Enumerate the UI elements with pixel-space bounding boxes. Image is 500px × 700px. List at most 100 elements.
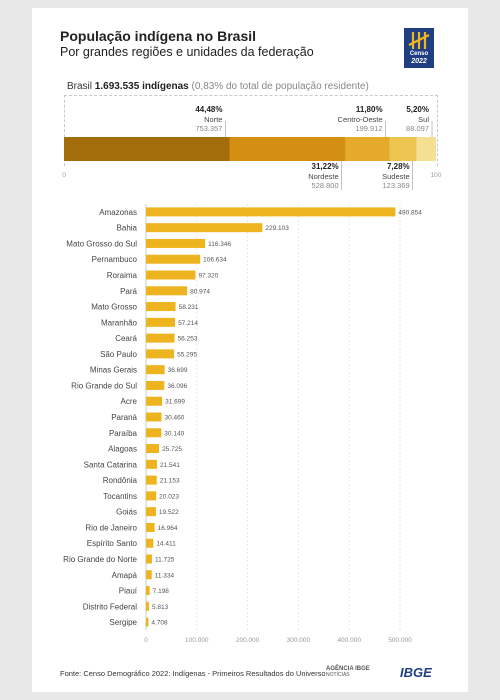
category-label: Pará <box>120 287 137 296</box>
bar <box>146 254 201 264</box>
bar <box>146 491 157 501</box>
bar-value-label: 5.813 <box>152 604 169 611</box>
page-title: População indígena no Brasil <box>60 28 257 44</box>
bar <box>146 302 176 312</box>
category-label: São Paulo <box>100 350 137 359</box>
bar <box>146 412 162 422</box>
bar <box>146 444 160 454</box>
infographic: População indígena no Brasil Por grandes… <box>32 8 468 692</box>
region-value-label: 199.912 <box>355 124 382 133</box>
category-label: Bahia <box>117 224 138 233</box>
summary-prefix: Brasil <box>67 81 93 92</box>
category-label: Mato Grosso <box>91 303 137 312</box>
bar-value-label: 55.295 <box>177 351 197 358</box>
category-label: Alagoas <box>108 445 137 454</box>
category-label: Maranhão <box>101 318 138 327</box>
category-label: Ceará <box>115 334 137 343</box>
states-bar-chart: 0 100.000 200.000 300.000 400.000 500.000 Amaz… <box>63 204 422 644</box>
region-segment-sul <box>416 137 436 161</box>
bar-value-label: 97.320 <box>198 273 218 280</box>
bar <box>146 238 206 248</box>
bar-value-label: 229.103 <box>265 225 289 232</box>
region-name-label: Nordeste <box>308 172 338 181</box>
ibge-logo: IBGE <box>400 665 432 680</box>
region-name-label: Centro-Oeste <box>338 115 383 124</box>
agencia-ibge-logo: AGÊNCIA IBGE NOTÍCIAS <box>326 666 370 678</box>
page-subtitle: Por grandes regiões e unidades da federa… <box>60 45 314 59</box>
region-name-label: Sul <box>418 115 429 124</box>
bar-value-label: 36.096 <box>167 383 187 390</box>
bar <box>146 365 165 375</box>
region-value-label: 123.369 <box>383 181 410 190</box>
bar <box>146 507 156 517</box>
bar <box>146 554 152 564</box>
censo-logo: Censo 2022 <box>404 28 434 68</box>
bar-value-label: 80.974 <box>190 288 210 295</box>
bar-value-label: 490.854 <box>398 209 422 216</box>
region-value-label: 88.097 <box>406 124 429 133</box>
bar-value-label: 11.334 <box>155 572 175 579</box>
agencia-logo-sub: NOTÍCIAS <box>326 672 350 678</box>
bar-value-label: 30.140 <box>164 430 184 437</box>
bar <box>146 538 154 548</box>
bar <box>146 522 155 532</box>
region-name-label: Sudeste <box>382 172 410 181</box>
bar-value-label: 14.411 <box>156 541 176 548</box>
category-label: Rio Grande do Norte <box>63 555 137 564</box>
bar <box>146 223 263 233</box>
bar-value-label: 116.346 <box>208 241 231 248</box>
bar <box>146 586 150 596</box>
region-segment-centro-oeste <box>345 137 390 161</box>
censo-logo-line2: 2022 <box>411 58 427 65</box>
category-label: Espírito Santo <box>87 539 138 548</box>
x-tick-label: 0 <box>144 637 148 644</box>
category-label: Rondônia <box>103 476 138 485</box>
bar-value-label: 20.023 <box>159 493 179 500</box>
bar-value-label: 16.964 <box>158 525 178 532</box>
category-label: Roraima <box>107 271 138 280</box>
bar-value-label: 21.153 <box>160 478 180 485</box>
region-axis-tick: 0 <box>62 172 66 179</box>
category-label: Goiás <box>116 508 137 517</box>
bar-value-label: 19.522 <box>159 509 179 516</box>
category-label: Tocantins <box>103 492 137 501</box>
bar-value-label: 36.699 <box>168 367 188 374</box>
bar <box>146 286 188 296</box>
agencia-logo-title: AGÊNCIA IBGE <box>326 666 370 672</box>
region-axis-tick: 100 <box>431 172 442 179</box>
censo-logo-line1: Censo <box>409 51 429 57</box>
region-frame <box>64 95 438 166</box>
category-label: Paraná <box>111 413 137 422</box>
region-percent-label: 5,20% <box>406 105 429 114</box>
region-percent-label: 44,48% <box>195 105 222 114</box>
bar-value-label: 4.708 <box>151 620 168 627</box>
summary-total: 1.693.535 indígenas <box>94 81 189 92</box>
category-label: Mato Grosso do Sul <box>66 239 137 248</box>
source-note: Fonte: Censo Demográfico 2022: Indígenas… <box>60 669 326 678</box>
region-segment-sudeste <box>389 137 417 161</box>
x-tick-label: 500.000 <box>388 637 412 644</box>
category-label: Acre <box>121 397 138 406</box>
bar-value-label: 11.725 <box>155 557 175 564</box>
bar-value-label: 31.699 <box>165 399 185 406</box>
bar <box>146 428 162 438</box>
region-percent-label: 11,80% <box>356 105 383 114</box>
bar <box>146 396 163 406</box>
x-tick-label: 200.000 <box>236 637 260 644</box>
bar <box>146 570 152 580</box>
region-segment-nordeste <box>229 137 346 161</box>
bar-value-label: 58.231 <box>179 304 199 311</box>
bar <box>146 617 149 627</box>
region-name-label: Norte <box>204 115 222 124</box>
category-label: Rio de Janeiro <box>85 523 137 532</box>
region-percent-label: 7,28% <box>387 162 410 171</box>
category-label: Minas Gerais <box>90 366 137 375</box>
region-segment-norte <box>64 137 230 161</box>
bar <box>146 349 175 359</box>
region-value-label: 753.357 <box>195 124 222 133</box>
bar <box>146 317 176 327</box>
x-tick-label: 100.000 <box>185 637 209 644</box>
bar-value-label: 106.634 <box>203 257 227 264</box>
bar <box>146 459 157 469</box>
